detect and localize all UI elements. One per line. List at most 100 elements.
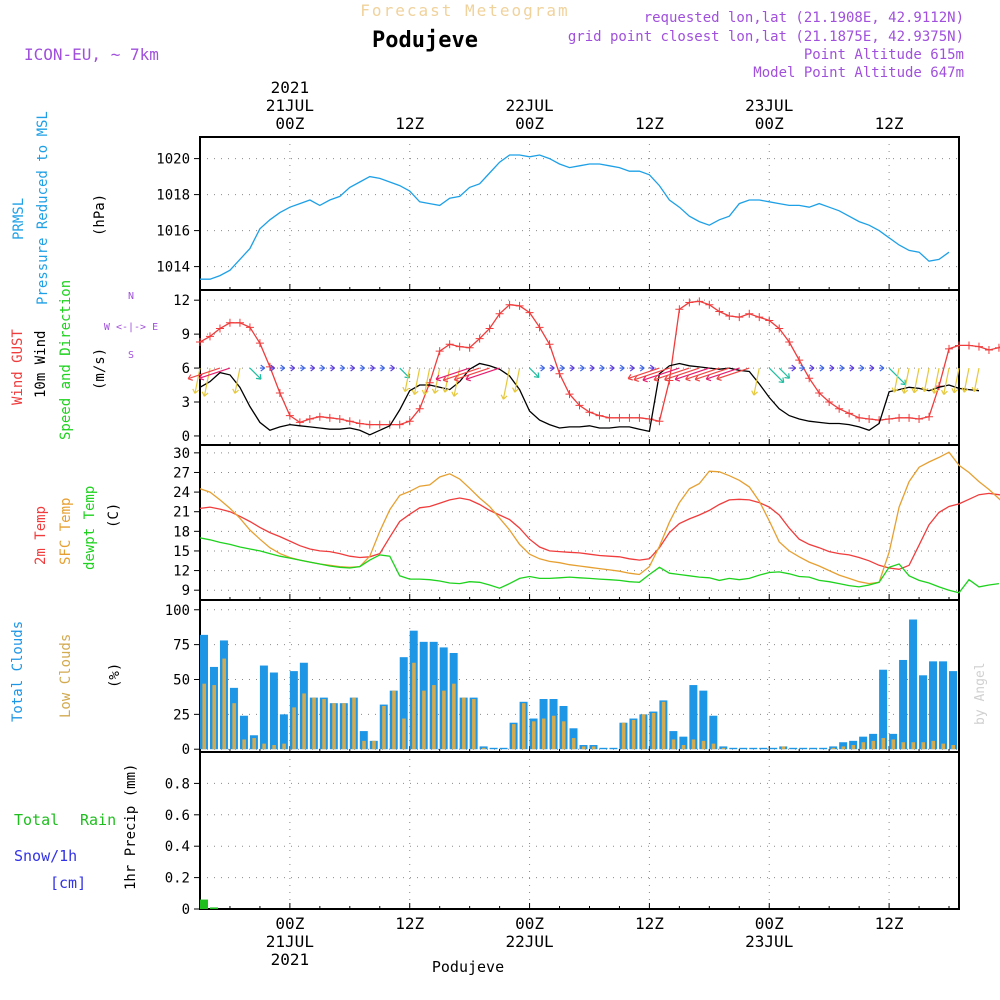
gust-marker	[885, 414, 894, 423]
bar-low-clouds	[941, 743, 946, 750]
wind-units: (m/s)	[92, 348, 108, 390]
wind-arrowhead	[402, 386, 410, 393]
bar-low-clouds	[242, 739, 246, 750]
gust-marker	[405, 417, 414, 426]
bar-low-clouds	[392, 690, 396, 750]
bar-low-clouds	[432, 685, 436, 750]
bar-low-clouds	[831, 747, 836, 750]
bar-total-clouds	[279, 714, 288, 750]
bar-low-clouds	[442, 690, 446, 750]
bar-low-clouds	[282, 743, 286, 750]
gust-marker	[295, 418, 304, 427]
gust-marker	[635, 413, 644, 422]
wind-arrowhead	[921, 386, 929, 393]
wind-arrowhead	[255, 374, 262, 380]
series-line-sfc-temp	[199, 451, 1000, 585]
gust-marker	[215, 324, 224, 333]
wind-arrowhead	[800, 364, 805, 372]
bar-low-clouds	[262, 743, 266, 750]
gust-marker	[535, 323, 544, 332]
bar-low-clouds	[412, 662, 416, 750]
bar-total-clouds	[919, 675, 928, 750]
gust-marker	[515, 301, 524, 310]
wind-arrowhead	[270, 364, 276, 372]
gust-marker	[705, 300, 714, 309]
y-tick-label: 1018	[156, 188, 190, 204]
gust-marker	[945, 344, 954, 353]
snow-units: [cm]	[50, 874, 86, 892]
wind-arrowhead	[685, 374, 691, 382]
gust-marker	[675, 305, 684, 314]
wind-arrowhead	[642, 375, 648, 383]
bar-low-clouds	[911, 742, 916, 750]
bar-low-clouds	[861, 742, 866, 750]
wind-arrowhead	[300, 364, 306, 372]
gust-marker	[225, 318, 234, 327]
panel-4: 0 0.2 0.4 0.6 0.8	[165, 751, 960, 918]
wind-arrowhead	[465, 374, 471, 382]
bar-total-clouds	[699, 690, 708, 750]
y-tick-label: 21	[173, 505, 190, 521]
wind-arrow	[903, 367, 910, 394]
y-tick-label: 18	[173, 524, 190, 540]
bar-low-clouds	[302, 693, 306, 750]
station-title: Podujeve	[372, 28, 478, 53]
bar-low-clouds	[851, 745, 856, 750]
bar-total-clouds	[789, 747, 798, 750]
wind-arrowhead	[411, 389, 419, 395]
gust-marker	[485, 324, 494, 333]
bar-low-clouds	[591, 746, 596, 750]
bar-total-clouds	[929, 661, 938, 750]
top-time-label: 12Z	[875, 114, 904, 133]
gust-marker	[735, 313, 744, 322]
wind-arrow	[653, 367, 690, 381]
total-clouds-label: Total Clouds	[10, 621, 26, 722]
wind-arrowhead	[192, 388, 200, 394]
wind-arrow	[453, 367, 461, 397]
wind-arrowhead	[627, 374, 634, 381]
wind-arrowhead	[819, 364, 825, 372]
y-tick-label: 0	[182, 429, 190, 445]
wind-arrowhead	[619, 364, 625, 372]
bar-low-clouds	[382, 705, 386, 750]
wind-arrowhead	[549, 364, 555, 372]
bar-total-rain	[200, 899, 208, 909]
gust-marker	[745, 309, 754, 318]
gust-marker	[915, 414, 924, 423]
top-time-label: 23JUL	[745, 96, 793, 115]
low-clouds-label: Low Clouds	[58, 634, 74, 718]
gust-marker	[285, 411, 294, 420]
pressure-label-2: Pressure Reduced to MSL	[35, 111, 51, 305]
bar-low-clouds	[422, 690, 426, 750]
bar-low-clouds	[202, 683, 206, 750]
snow-label: Snow/1h	[14, 847, 77, 865]
compass-n: N	[128, 291, 134, 302]
wind-arrowhead	[198, 373, 205, 381]
wind-arrowhead	[330, 364, 335, 372]
wind-arrowhead	[849, 364, 855, 372]
wind-arrow	[203, 367, 211, 397]
gust-marker	[455, 342, 464, 351]
gust-marker	[805, 374, 814, 383]
bar-low-clouds	[631, 719, 636, 750]
wind-arrowhead	[599, 364, 605, 372]
bar-total-clouds	[259, 665, 268, 750]
wind-arrowhead	[451, 391, 459, 397]
bar-low-clouds	[252, 738, 256, 750]
wind-arrowhead	[911, 388, 919, 394]
y-tick-label: 9	[182, 583, 190, 599]
wind-arrow	[642, 367, 680, 381]
y-tick-label: 24	[173, 485, 190, 501]
wind-arrowhead	[540, 364, 545, 372]
panel-frame	[199, 751, 960, 910]
cloud-units: (%)	[107, 663, 123, 688]
gust-marker	[275, 388, 284, 397]
wind-arrowhead	[633, 375, 640, 382]
bar-low-clouds	[462, 697, 466, 750]
bar-low-clouds	[362, 740, 366, 750]
wind-arrowhead	[891, 387, 899, 393]
wind-arrowhead	[442, 375, 449, 383]
wind-arrowhead	[370, 364, 375, 372]
bar-low-clouds	[372, 740, 376, 750]
compass-we: W <-|-> E	[104, 322, 158, 333]
